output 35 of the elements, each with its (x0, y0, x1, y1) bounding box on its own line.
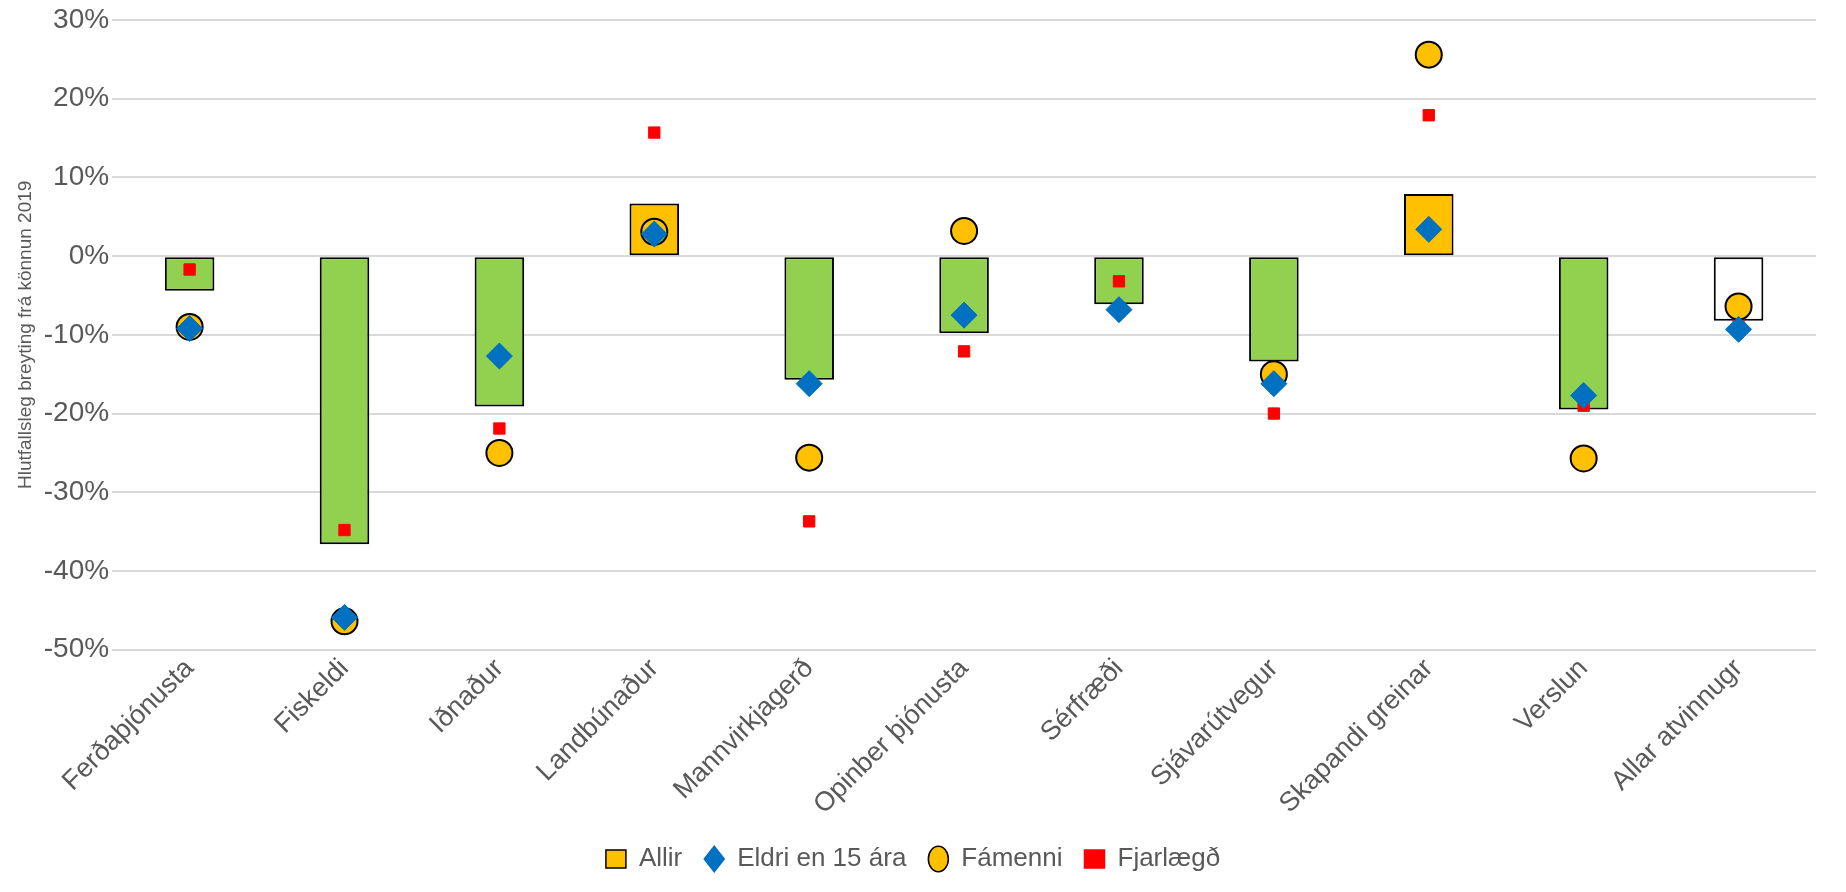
point (1724, 292, 1753, 321)
point (485, 342, 513, 370)
point (1570, 381, 1598, 409)
point (1105, 296, 1133, 324)
point (1414, 40, 1443, 69)
point (795, 370, 823, 398)
y-tick-label: 0% (68, 238, 110, 270)
legend-label: Eldri en 15 ára (737, 842, 907, 873)
y-tick-label: -40% (43, 553, 110, 585)
point (493, 422, 506, 435)
y-tick-label: -30% (43, 474, 110, 506)
legend-label: Fjarlægð (1117, 842, 1221, 873)
y-tick-label: 20% (53, 81, 110, 113)
point (1267, 407, 1281, 420)
point (957, 345, 971, 358)
y-tick-label: -50% (43, 632, 110, 664)
point (950, 216, 979, 245)
point (485, 438, 514, 467)
point (1725, 315, 1753, 343)
point (950, 301, 978, 329)
legend-label: Allir (638, 842, 683, 873)
y-tick-label: -20% (43, 396, 110, 428)
point (1422, 109, 1435, 122)
y-tick-label: -10% (43, 317, 110, 349)
y-axis-title: Hlutfallsleg breyting frá könnun 2019 (13, 180, 35, 490)
point (1260, 370, 1288, 398)
point (338, 523, 351, 537)
point (648, 126, 661, 139)
point (795, 443, 824, 472)
point (1569, 444, 1598, 473)
point (331, 603, 359, 631)
point (803, 515, 816, 528)
y-tick-label: 10% (53, 160, 110, 192)
legend-label: Fámenni (961, 842, 1063, 873)
y-tick-label: 30% (53, 2, 110, 34)
